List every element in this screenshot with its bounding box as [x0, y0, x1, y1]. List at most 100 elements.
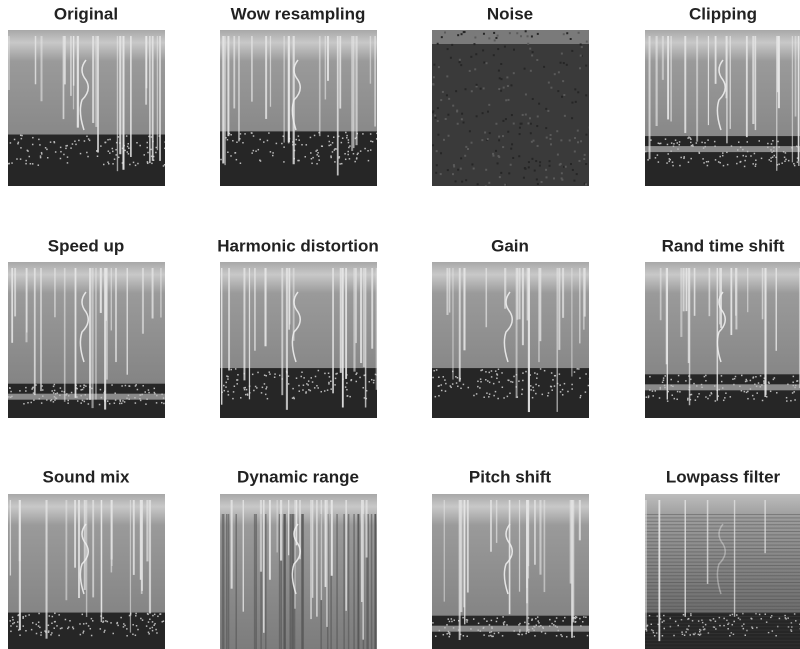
speckle	[785, 152, 787, 154]
speckle	[65, 145, 67, 147]
streak	[11, 268, 13, 343]
speckle	[741, 390, 743, 392]
speckle	[367, 150, 369, 152]
streak	[765, 268, 766, 395]
speckle	[502, 635, 504, 637]
streak	[371, 268, 373, 349]
speckle	[457, 386, 459, 388]
streak	[97, 36, 99, 153]
speckle	[236, 159, 238, 161]
speckle	[76, 388, 78, 390]
speckle	[755, 164, 757, 166]
speckle	[562, 389, 564, 391]
noise-dot	[531, 141, 533, 143]
streak	[84, 500, 86, 590]
speckle	[128, 395, 129, 397]
speckle	[334, 161, 336, 163]
streak	[715, 36, 717, 84]
dark-streak	[265, 514, 267, 649]
speckle	[39, 144, 41, 146]
speckle	[321, 391, 323, 393]
speckle	[251, 152, 253, 154]
speckle	[444, 627, 446, 629]
speckle	[495, 370, 497, 372]
spectrogram-top	[432, 30, 589, 44]
streak	[64, 268, 66, 402]
speckle	[265, 394, 267, 396]
speckle	[657, 154, 659, 156]
noise-dot	[575, 101, 577, 103]
streak	[452, 268, 453, 380]
streak	[342, 268, 344, 407]
noise-dot	[461, 113, 463, 115]
noise-dot	[532, 98, 534, 100]
speckle	[489, 393, 491, 395]
h-line	[645, 623, 800, 624]
speckle	[100, 389, 102, 391]
streak	[224, 36, 225, 165]
streak	[10, 500, 11, 576]
streak	[747, 268, 748, 312]
speckle	[297, 160, 299, 162]
noise-dot	[447, 114, 449, 116]
speckle	[537, 620, 539, 622]
spectrogram	[8, 30, 166, 186]
speckle	[20, 135, 22, 137]
speckle	[91, 635, 93, 637]
speckle	[67, 400, 69, 402]
panel-title: Gain	[491, 236, 529, 255]
speckle	[729, 635, 731, 637]
speckle	[722, 152, 724, 154]
noise-dot	[437, 107, 439, 109]
speckle	[746, 392, 748, 394]
speckle	[750, 380, 752, 382]
noise-dot	[547, 110, 549, 112]
speckle	[542, 394, 544, 396]
speckle	[766, 621, 768, 623]
speckle	[333, 136, 335, 138]
speckle	[80, 634, 82, 636]
noise-dot	[452, 105, 454, 107]
streak	[254, 268, 256, 351]
noise-dot	[498, 70, 500, 72]
speckle	[773, 155, 775, 157]
speckle	[82, 400, 84, 402]
streak	[286, 268, 288, 410]
speckle	[127, 151, 129, 153]
spectrogram	[220, 30, 378, 186]
h-line	[645, 575, 800, 576]
speckle	[750, 155, 752, 157]
speckle	[577, 368, 579, 370]
noise-dot	[445, 118, 447, 120]
speckle	[445, 383, 447, 385]
h-line	[645, 582, 800, 583]
noise-dot	[440, 152, 442, 154]
speckle	[702, 158, 704, 160]
speckle	[786, 397, 788, 399]
speckle	[269, 373, 271, 375]
speckle	[755, 160, 757, 162]
noise-dot	[565, 166, 567, 168]
speckle	[137, 389, 139, 391]
speckle	[489, 624, 491, 626]
streak	[119, 36, 121, 154]
speckle	[521, 393, 523, 395]
speckle	[60, 158, 62, 160]
speckle	[558, 630, 560, 632]
speckle	[244, 133, 246, 135]
noise-dot	[516, 32, 518, 34]
speckle	[79, 623, 81, 625]
speckle	[32, 137, 34, 139]
streak	[260, 500, 262, 572]
noise-dot	[436, 150, 438, 152]
speckle	[53, 401, 55, 403]
noise-dot	[549, 160, 551, 162]
noise-dot	[537, 115, 539, 117]
speckle	[50, 141, 52, 143]
panel-title: Dynamic range	[237, 467, 359, 486]
speckle	[674, 398, 676, 400]
streak	[249, 268, 250, 399]
speckle	[107, 139, 109, 141]
speckle	[486, 620, 488, 622]
speckle	[127, 143, 129, 145]
